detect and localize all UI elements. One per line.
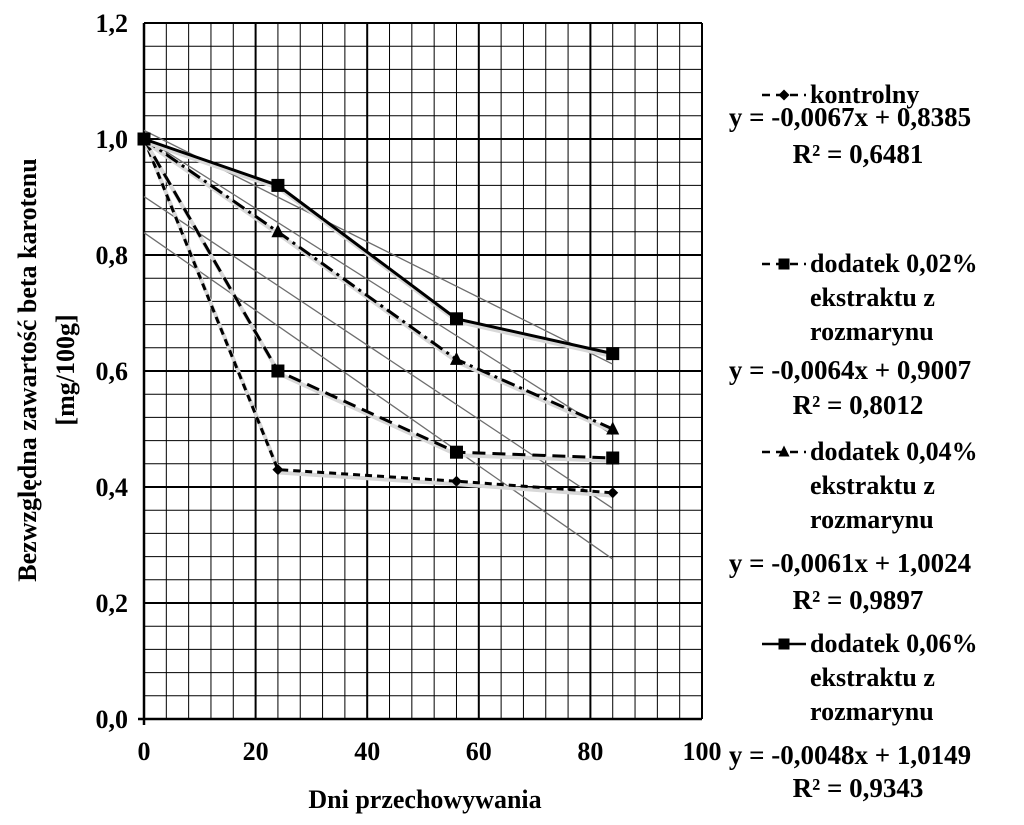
x-tick-label: 0 — [138, 737, 151, 766]
series-line-1 — [142, 138, 613, 495]
legend-entry-4: dodatek 0,06% ekstraktu z rozmarynu y = -0,… — [729, 629, 978, 803]
data-point — [272, 464, 284, 476]
legend-label: ekstraktu z — [810, 663, 935, 692]
legend-label: dodatek 0,02% — [810, 249, 978, 278]
series-shadow-3 — [144, 140, 616, 434]
data-point — [271, 364, 285, 378]
y-tick-label: 0,4 — [96, 473, 129, 502]
trendline-equation: y = -0,0067x + 0,8385 — [729, 102, 971, 132]
x-tick-label: 20 — [243, 737, 269, 766]
legend-label: dodatek 0,06% — [810, 629, 978, 658]
series-lines — [142, 137, 616, 498]
tick-labels: 0 20 40 60 80 100 0,0 0,2 0,4 0,6 0,8 1,0 1,2 — [96, 9, 722, 766]
series-shadow-4 — [144, 140, 615, 359]
trendline-equation: y = -0,0064x + 0,9007 — [729, 355, 971, 385]
legend-label: dodatek 0,04% — [810, 437, 978, 466]
x-tick-label: 40 — [354, 737, 380, 766]
legend-label: rozmarynu — [810, 505, 934, 534]
data-point — [449, 312, 463, 326]
legend-label: ekstraktu z — [810, 283, 935, 312]
data-point — [606, 451, 620, 465]
y-tick-label: 0,0 — [96, 705, 129, 734]
trendlines — [143, 129, 614, 560]
y-tick-label: 0,6 — [96, 357, 129, 386]
trendline-equation: y = -0,0061x + 1,0024 — [729, 548, 971, 578]
trendline-equation: y = -0,0048x + 1,0149 — [729, 740, 971, 770]
legend-key-marker — [778, 258, 790, 270]
x-tick-label: 100 — [683, 737, 722, 766]
y-axis-title-line2: [mg/100g] — [51, 314, 80, 425]
series-line-3 — [143, 137, 614, 431]
series-markers — [137, 131, 620, 499]
x-tick-label: 80 — [577, 737, 603, 766]
legend-entry-2: dodatek 0,02% ekstraktu z rozmarynu y = -0,… — [729, 249, 978, 420]
data-point — [607, 487, 619, 499]
trendline-r-squared: R² = 0,9897 — [793, 585, 924, 615]
legend-label: ekstraktu z — [810, 471, 935, 500]
series-shadow-2 — [143, 141, 615, 463]
y-tick-label: 0,2 — [96, 589, 129, 618]
trendline-r-squared: R² = 0,8012 — [793, 390, 924, 420]
legend-entry-3: dodatek 0,04% ekstraktu z rozmarynu y = -0,… — [729, 437, 978, 615]
trendline-r-squared: R² = 0,9343 — [793, 773, 924, 803]
legend-key-marker — [778, 89, 790, 101]
y-tick-label: 1,0 — [96, 125, 129, 154]
x-axis-title: Dni przechowywania — [308, 785, 541, 814]
legend-label: kontrolny — [810, 80, 919, 109]
data-point — [271, 224, 285, 238]
data-point — [606, 421, 620, 435]
data-point — [137, 132, 151, 146]
y-axis-title-line1: Bezwzględna zawartość beta karotenu — [13, 158, 42, 581]
trendline-r-squared: R² = 0,6481 — [793, 139, 924, 169]
data-point — [606, 347, 620, 361]
data-point — [449, 351, 463, 365]
legend-key-marker — [778, 638, 790, 650]
series-line-2 — [142, 138, 613, 460]
x-tick-label: 60 — [466, 737, 492, 766]
y-tick-label: 0,8 — [96, 241, 129, 270]
trendline-3 — [143, 137, 614, 436]
data-point — [449, 445, 463, 459]
legend-label: rozmarynu — [810, 317, 934, 346]
series-line-4 — [143, 137, 614, 356]
trendline-1 — [143, 232, 614, 560]
trendline-2 — [143, 196, 614, 509]
legend-key-marker — [778, 445, 790, 457]
data-point — [450, 475, 462, 487]
grid-lines — [138, 22, 703, 725]
legend-label: rozmarynu — [810, 697, 934, 726]
data-point — [271, 178, 285, 192]
y-tick-label: 1,2 — [96, 9, 129, 38]
axis-titles: Dni przechowywania Bezwzględna zawartość… — [13, 158, 542, 814]
